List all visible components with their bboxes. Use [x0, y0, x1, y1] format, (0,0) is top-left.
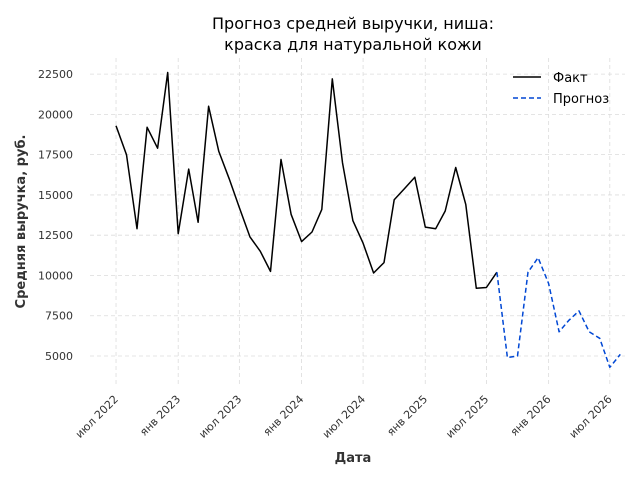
x-tick-label: янв 2024 — [261, 393, 307, 439]
legend-label: Факт — [553, 71, 588, 86]
chart-title-line: Прогноз средней выручки, ниша: — [212, 14, 494, 33]
y-tick-label: 22500 — [38, 68, 73, 81]
series-line-actual — [115, 71, 498, 290]
y-tick-label: 20000 — [38, 108, 73, 121]
legend: Факт Прогноз — [513, 71, 609, 107]
x-tick-label: июл 2023 — [196, 393, 244, 441]
chart-title-line: краска для натуральной кожи — [224, 35, 482, 54]
x-axis-ticks: июл 2022 янв 2023 июл 2023 янв 2024 июл 2024… — [73, 393, 615, 441]
x-tick-label: янв 2025 — [384, 393, 430, 439]
legend-label: Прогноз — [553, 92, 609, 107]
y-axis-ticks: 5000 7500 10000 12500 15000 17500 20000 22500 — [38, 68, 73, 363]
y-tick-label: 5000 — [45, 350, 73, 363]
x-tick-label: янв 2023 — [137, 393, 183, 439]
y-tick-label: 7500 — [45, 310, 73, 323]
y-tick-label: 17500 — [38, 149, 73, 162]
y-tick-label: 15000 — [38, 189, 73, 202]
chart-title: Прогноз средней выручки, ниша: краска для… — [212, 14, 494, 54]
grid — [90, 58, 625, 385]
series-lines — [115, 71, 621, 369]
x-tick-label: июл 2025 — [443, 393, 491, 441]
x-tick-label: июл 2022 — [73, 393, 121, 441]
series-line-forecast — [496, 256, 621, 369]
y-axis-label: Средняя выручка, руб. — [14, 135, 29, 309]
y-tick-label: 10000 — [38, 269, 73, 282]
x-tick-label: июл 2024 — [320, 393, 368, 441]
y-tick-label: 12500 — [38, 229, 73, 242]
x-tick-label: июл 2026 — [567, 393, 615, 441]
x-axis-label: Дата — [335, 451, 372, 466]
x-tick-label: янв 2026 — [508, 393, 554, 439]
